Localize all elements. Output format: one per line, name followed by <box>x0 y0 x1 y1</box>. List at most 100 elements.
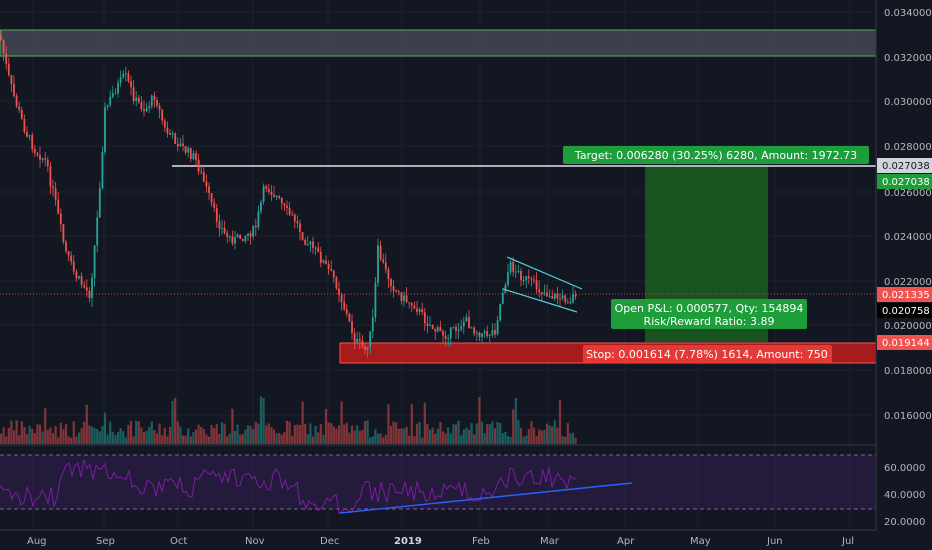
rsi-pane[interactable] <box>0 454 876 514</box>
volume-bar <box>220 422 224 444</box>
candle-body <box>166 127 169 134</box>
volume-bar <box>0 433 3 444</box>
volume-bar <box>470 423 473 444</box>
candle-body <box>514 271 517 273</box>
volume-bar <box>85 404 88 444</box>
candle-body <box>473 327 476 334</box>
volume-bar <box>106 434 109 444</box>
candle-body <box>517 270 520 272</box>
price-badge-white: 0.027038 <box>877 158 932 173</box>
volume-bar <box>571 432 575 444</box>
candle-body <box>449 327 452 339</box>
volume-bar <box>371 436 374 444</box>
volume-bar <box>215 424 218 444</box>
candle-body <box>184 145 187 153</box>
candle-body <box>491 330 494 335</box>
volume-bar <box>332 426 335 444</box>
candle-body <box>101 152 104 189</box>
price-tick: 0.024000 <box>884 232 932 243</box>
candle-body <box>535 280 538 290</box>
volume-bar <box>423 402 426 444</box>
candlesticks[interactable] <box>0 29 577 358</box>
volume-bar <box>301 401 304 444</box>
pnl-label-box: Open P&L: 0.000577, Qty: 154894 Risk/Rew… <box>611 299 807 329</box>
price-axis[interactable]: 0.034000 0.032000 0.030000 0.028000 0.02… <box>875 0 932 550</box>
candle-body <box>452 326 455 328</box>
volume-bar <box>478 396 481 444</box>
volume-bar <box>236 424 239 444</box>
volume-bar <box>366 420 369 444</box>
candle-body <box>26 132 28 137</box>
volume-bar <box>57 437 60 444</box>
candle-body <box>512 261 515 272</box>
rsi-trend-line[interactable] <box>339 482 633 514</box>
volume-bar <box>252 428 255 444</box>
svg-text:0.027038: 0.027038 <box>882 177 930 188</box>
volume-bar <box>135 420 138 444</box>
volume-bar <box>314 425 317 444</box>
candle-body <box>10 75 13 84</box>
candle-body <box>457 329 460 331</box>
volume-bar <box>418 422 421 444</box>
candle-body <box>70 255 73 262</box>
time-axis[interactable]: Aug Sep Oct Nov Dec 2019 Feb Mar Apr May… <box>0 529 876 547</box>
rsi-band <box>0 455 876 509</box>
candle-body <box>28 135 31 137</box>
candle-body <box>319 251 322 263</box>
volume-bar <box>122 430 125 444</box>
candle-body <box>509 261 512 273</box>
candle-body <box>218 221 221 229</box>
wedge-lower-line[interactable] <box>502 288 578 313</box>
candle-body <box>566 302 569 304</box>
svg-text:0.021335: 0.021335 <box>882 290 930 301</box>
candle-body <box>205 181 208 187</box>
candle-body <box>36 152 39 155</box>
wedge-upper-line[interactable] <box>506 256 583 290</box>
candle-body <box>335 277 338 289</box>
volume-bar <box>155 433 159 444</box>
candle-body <box>348 313 351 322</box>
volume-bar <box>205 434 208 444</box>
volume-bar <box>207 436 211 444</box>
svg-text:0.020758: 0.020758 <box>882 306 930 317</box>
volume-bar <box>80 428 83 444</box>
volume-bar <box>322 434 325 444</box>
volume-bar <box>543 429 546 444</box>
volume-bar <box>376 433 380 444</box>
volume-bar <box>111 431 114 444</box>
volume-bar <box>15 420 18 444</box>
time-label: Feb <box>472 536 490 547</box>
volume-bar <box>132 436 135 444</box>
candle-body <box>106 104 109 108</box>
candle-body <box>119 77 122 84</box>
volume-bar <box>444 433 447 444</box>
price-tick: 0.030000 <box>884 97 932 108</box>
volume-bar <box>62 429 65 444</box>
volume-bar <box>379 433 382 444</box>
volume-bar <box>410 404 413 444</box>
volume-bar <box>171 400 174 444</box>
volume-bar <box>23 427 26 444</box>
resistance-zone[interactable] <box>0 29 877 57</box>
volume-bar <box>179 426 182 444</box>
falling-wedge[interactable] <box>502 256 583 313</box>
candle-body <box>130 81 132 88</box>
candle-body <box>413 305 416 309</box>
volume-bar <box>369 437 372 444</box>
candle-body <box>410 303 413 306</box>
volume-bar <box>187 428 190 444</box>
candle-body <box>72 261 75 272</box>
volume-bar <box>20 421 23 444</box>
candle-body <box>187 148 190 153</box>
candle-body <box>221 227 223 229</box>
volume-bar <box>59 422 62 444</box>
target-label-box: Target: 0.006280 (30.25%) 6280, Amount: … <box>563 146 869 164</box>
rsi-tick: 40.0000 <box>884 490 925 501</box>
volume-bar <box>142 431 146 444</box>
candle-body <box>366 346 369 350</box>
candle-body <box>462 321 465 327</box>
candle-body <box>189 148 192 160</box>
